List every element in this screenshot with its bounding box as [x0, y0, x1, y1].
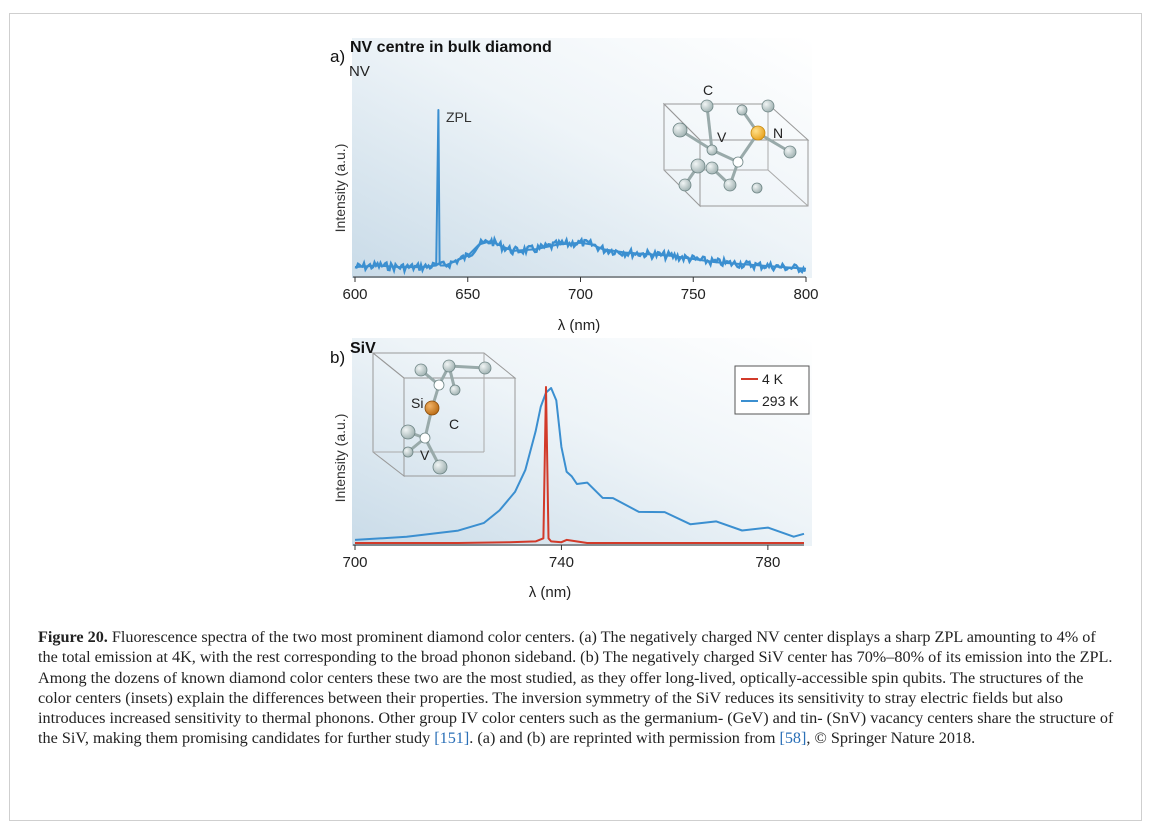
panel-b-xlabel: λ (nm) [529, 584, 572, 601]
x-tick-label: 650 [455, 286, 480, 303]
figure-caption: Figure 20. Fluorescence spectra of the t… [38, 627, 1118, 749]
panel-b: b) SiV Intensity (a.u.) 700 740 780 λ (nm)… [330, 338, 812, 601]
figure-frame [9, 13, 1142, 821]
inset-b-label-si: Si [411, 395, 423, 411]
figure-graphic: a) NV centre in bulk diamond NV Intensit… [330, 38, 819, 601]
caption-text: Fluorescence spectra of the two most pro… [38, 628, 1114, 748]
legend-label-293k: 293 K [762, 393, 799, 409]
panel-a-label: a) [330, 47, 345, 66]
panel-a-ylabel: Intensity (a.u.) [332, 144, 348, 233]
panel-b-legend: 4 K 293 K [734, 365, 810, 415]
panel-a-xlabel: λ (nm) [558, 317, 601, 334]
siv-293k-line [354, 387, 805, 541]
x-tick-label: 700 [568, 286, 593, 303]
panel-a: a) NV centre in bulk diamond NV Intensit… [330, 38, 819, 334]
x-tick-label: 600 [342, 286, 367, 303]
nv-noise-trace [354, 235, 807, 276]
panel-a-ticks: 600 650 700 750 800 [342, 277, 819, 303]
inset-a-label-n: N [773, 125, 783, 141]
siv-atoms [400, 359, 492, 475]
caption-text-3: , © Springer Nature 2018. [806, 729, 976, 748]
x-tick-label: 750 [681, 286, 706, 303]
panel-a-subtitle: NV [349, 63, 370, 80]
inset-b-label-c: C [449, 416, 459, 432]
nv-spectrum-noise [354, 235, 807, 276]
x-tick-label: 740 [549, 554, 574, 571]
panel-b-ticks: 700 740 780 [342, 545, 780, 571]
caption-label: Figure 20. [38, 628, 108, 646]
caption-text-2: . (a) and (b) are reprinted with permiss… [469, 729, 776, 748]
x-tick-label: 780 [755, 554, 780, 571]
panel-a-title: NV centre in bulk diamond [350, 39, 552, 56]
caption-ref-151[interactable]: [151] [434, 729, 470, 748]
panel-b-title: SiV [350, 340, 376, 357]
caption-ref-58[interactable]: [58] [779, 729, 807, 748]
panel-b-ylabel: Intensity (a.u.) [332, 414, 348, 503]
siv-4k-line [355, 386, 804, 544]
inset-b-label-v: V [420, 447, 430, 463]
inset-a-label-c: C [703, 82, 713, 98]
panel-b-label: b) [330, 348, 345, 367]
x-tick-label: 700 [342, 554, 367, 571]
nv-atoms [672, 99, 797, 194]
inset-a-label-v: V [717, 129, 727, 145]
zpl-annotation: ZPL [446, 109, 472, 125]
legend-label-4k: 4 K [762, 371, 784, 387]
x-tick-label: 800 [793, 286, 818, 303]
